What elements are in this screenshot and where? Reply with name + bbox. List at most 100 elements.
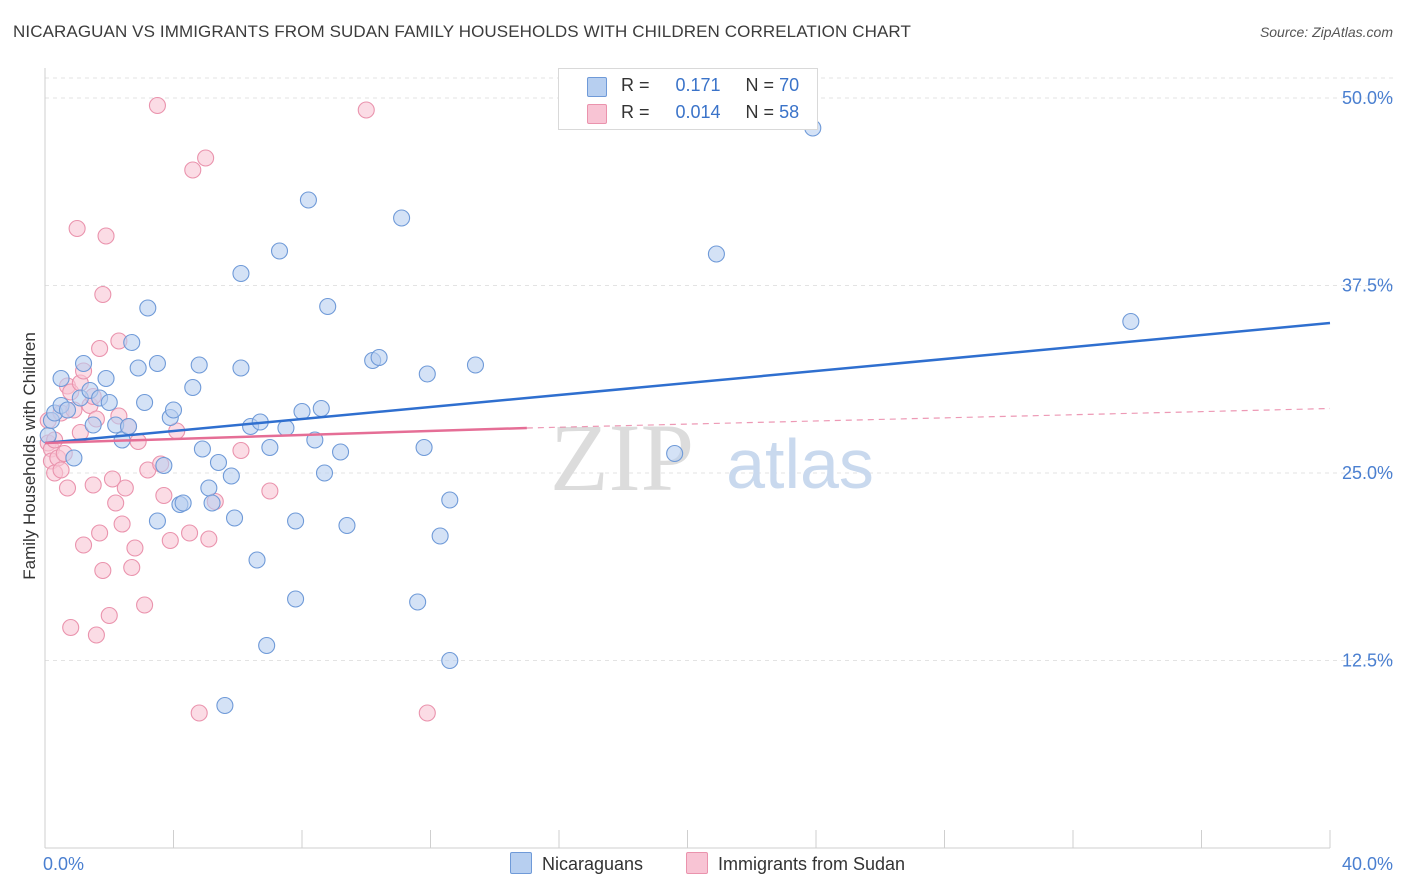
sudan-point xyxy=(52,461,70,479)
y-axis-label: Family Households with Children xyxy=(20,332,39,580)
nicaraguans-point xyxy=(139,299,157,317)
legend-r-value: 0.171 xyxy=(675,75,721,95)
nicaraguans-point xyxy=(84,416,102,434)
nicaraguans-point xyxy=(58,401,77,419)
nicaraguans-point xyxy=(258,636,276,655)
nicaraguans-point xyxy=(123,333,141,352)
nicaraguans-point xyxy=(270,242,289,260)
sudan-point xyxy=(87,626,105,644)
nicaraguans-point xyxy=(100,393,118,412)
nicaraguans-point xyxy=(441,651,459,670)
nicaraguans-point xyxy=(148,354,166,373)
nicaraguans-point xyxy=(193,440,211,458)
legend-n-value: 58 xyxy=(779,102,800,122)
y-tick-label: 12.5% xyxy=(1342,651,1393,671)
sudan-point xyxy=(94,561,112,580)
nicaraguans-point xyxy=(52,369,70,388)
nicaraguans-point xyxy=(222,467,240,485)
sudan-trend-line-extrapolated xyxy=(526,407,1331,429)
nicaraguans-point xyxy=(431,527,449,545)
nicaraguans-point xyxy=(277,419,295,437)
watermark: ZIP atlas xyxy=(550,404,874,511)
sudan-point xyxy=(197,149,215,167)
legend-r-label: R = xyxy=(621,75,650,95)
sudan-point xyxy=(116,479,134,497)
sudan-point xyxy=(126,539,144,557)
nicaraguans-point xyxy=(216,696,234,715)
nicaraguans-point xyxy=(97,369,115,388)
nicaraguans-point xyxy=(174,494,192,512)
nicaraguans-point xyxy=(370,348,388,367)
x-tick-label-max: 40.0% xyxy=(1342,854,1393,874)
sudan-point xyxy=(155,486,173,505)
legend-n-label: N = xyxy=(745,102,775,122)
nicaraguans-point xyxy=(225,509,244,527)
bottom-legend-sudan: Immigrants from Sudan xyxy=(686,852,905,875)
nicaraguans-point xyxy=(148,512,166,530)
y-tick-label: 50.0% xyxy=(1342,88,1393,108)
nicaraguans-point xyxy=(203,494,221,512)
sudan-point xyxy=(68,219,86,238)
nicaraguans-point xyxy=(287,590,305,608)
sudan-point xyxy=(94,285,112,304)
trend-lines xyxy=(44,321,1331,445)
sudan-point xyxy=(418,704,436,722)
sudan-point xyxy=(91,524,109,542)
nicaraguans-point xyxy=(293,402,311,421)
nicaraguans-point xyxy=(232,359,250,377)
source-credit: Source: ZipAtlas.com xyxy=(1259,24,1393,40)
series-sudan-points xyxy=(39,96,436,722)
sudan-trend-line xyxy=(44,426,527,445)
bottom-legend-nicaraguans: Nicaraguans xyxy=(510,852,643,875)
axes xyxy=(44,68,1331,849)
nicaraguans-point xyxy=(136,393,154,412)
nicaraguans-point xyxy=(119,417,138,436)
nicaraguans-point xyxy=(209,453,228,472)
nicaraguans-point xyxy=(441,491,459,509)
bottom-legend-label: Nicaraguans xyxy=(542,854,644,874)
nicaraguans-point xyxy=(248,551,266,569)
sudan-point xyxy=(62,618,80,637)
nicaraguans-point xyxy=(65,449,83,467)
sudan-point xyxy=(84,476,102,494)
bottom-swatch-pink xyxy=(686,852,708,874)
sudan-point xyxy=(181,524,199,542)
nicaraguans-point xyxy=(129,359,147,377)
sudan-point xyxy=(113,515,131,533)
legend-swatch-blue xyxy=(587,77,607,97)
sudan-point xyxy=(97,227,115,245)
legend-n-value: 70 xyxy=(779,75,800,95)
sudan-point xyxy=(357,101,375,119)
nicaraguans-point xyxy=(312,399,330,418)
nicaraguans-point xyxy=(164,401,183,419)
nicaraguans-point xyxy=(184,378,202,397)
nicaraguans-point xyxy=(409,593,427,611)
nicaraguans-point xyxy=(707,245,725,263)
nicaraguans-point xyxy=(190,356,208,374)
sudan-point xyxy=(200,530,218,548)
nicaraguans-point xyxy=(155,456,173,475)
nicaraguans-point xyxy=(319,297,337,316)
sudan-point xyxy=(261,482,279,500)
x-tick-label-min: 0.0% xyxy=(43,854,84,874)
nicaraguans-point xyxy=(466,356,485,374)
nicaraguans-point xyxy=(306,431,324,449)
sudan-point xyxy=(91,339,109,358)
sudan-point xyxy=(103,470,122,488)
sudan-point xyxy=(190,704,208,722)
sudan-point xyxy=(136,596,154,614)
nicaraguans-point xyxy=(261,438,279,457)
nicaraguans-point xyxy=(415,438,433,457)
nicaraguans-point xyxy=(200,479,218,497)
series-nicaraguans-points xyxy=(39,119,1140,715)
legend-swatch-pink xyxy=(587,104,607,124)
nicaraguans-point xyxy=(75,354,93,373)
sudan-point xyxy=(148,96,166,115)
nicaraguans-point xyxy=(287,512,305,530)
bottom-swatch-blue xyxy=(510,852,532,874)
nicaraguans-point xyxy=(315,464,334,482)
nicaraguans-point xyxy=(666,444,684,463)
sudan-point xyxy=(123,558,141,577)
sudan-point xyxy=(75,536,93,554)
